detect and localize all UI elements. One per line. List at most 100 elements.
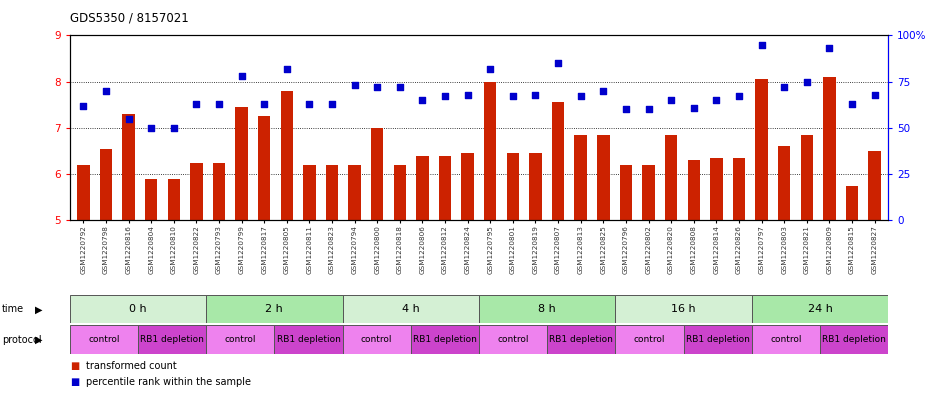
Bar xyxy=(479,295,616,323)
Text: 16 h: 16 h xyxy=(671,304,696,314)
Point xyxy=(76,103,91,109)
Point xyxy=(483,66,498,72)
Bar xyxy=(371,128,383,220)
Text: control: control xyxy=(498,335,529,344)
Point xyxy=(166,125,181,131)
Point xyxy=(664,97,679,103)
Text: control: control xyxy=(224,335,256,344)
Bar xyxy=(845,186,858,220)
Point xyxy=(641,106,656,112)
Text: 2 h: 2 h xyxy=(265,304,284,314)
Bar xyxy=(417,156,429,220)
Point xyxy=(777,84,791,90)
Bar xyxy=(551,103,565,220)
Point xyxy=(596,88,611,94)
Point xyxy=(822,45,837,51)
Bar xyxy=(547,325,616,354)
Point xyxy=(799,79,814,85)
Point xyxy=(505,93,520,99)
Point xyxy=(754,42,769,48)
Text: ■: ■ xyxy=(70,361,79,371)
Point xyxy=(279,66,294,72)
Text: control: control xyxy=(633,335,665,344)
Bar xyxy=(258,116,271,220)
Bar xyxy=(665,135,677,220)
Bar xyxy=(145,179,157,220)
Bar xyxy=(206,295,342,323)
Bar xyxy=(206,325,274,354)
Point xyxy=(415,97,430,103)
Text: control: control xyxy=(770,335,802,344)
Point xyxy=(618,106,633,112)
Bar xyxy=(711,158,723,220)
Bar xyxy=(349,165,361,220)
Point xyxy=(211,101,226,107)
Text: control: control xyxy=(88,335,120,344)
Bar xyxy=(479,325,547,354)
Point xyxy=(99,88,113,94)
Bar xyxy=(167,179,180,220)
Point xyxy=(460,92,475,98)
Point xyxy=(257,101,272,107)
Text: RB1 depletion: RB1 depletion xyxy=(140,335,204,344)
Bar xyxy=(281,91,293,220)
Bar xyxy=(138,325,206,354)
Bar xyxy=(507,153,519,220)
Bar xyxy=(619,165,632,220)
Text: RB1 depletion: RB1 depletion xyxy=(685,335,750,344)
Bar xyxy=(529,153,541,220)
Bar xyxy=(77,165,89,220)
Text: percentile rank within the sample: percentile rank within the sample xyxy=(86,377,251,387)
Bar xyxy=(461,153,474,220)
Text: 24 h: 24 h xyxy=(807,304,832,314)
Text: time: time xyxy=(2,304,24,314)
Text: ▶: ▶ xyxy=(35,334,43,345)
Bar xyxy=(597,135,609,220)
Bar xyxy=(869,151,881,220)
Bar xyxy=(616,295,751,323)
Point xyxy=(686,105,701,111)
Point xyxy=(732,93,747,99)
Text: RB1 depletion: RB1 depletion xyxy=(276,335,340,344)
Bar xyxy=(777,147,790,220)
Point xyxy=(573,93,588,99)
Bar xyxy=(575,135,587,220)
Point xyxy=(302,101,317,107)
Bar xyxy=(643,165,655,220)
Bar xyxy=(123,114,135,220)
Bar xyxy=(342,325,411,354)
Point xyxy=(709,97,724,103)
Point xyxy=(528,92,543,98)
Bar xyxy=(303,165,315,220)
Bar xyxy=(687,160,700,220)
Text: ■: ■ xyxy=(70,377,79,387)
Bar xyxy=(751,295,888,323)
Text: RB1 depletion: RB1 depletion xyxy=(413,335,477,344)
Bar xyxy=(274,325,342,354)
Bar xyxy=(70,295,206,323)
Text: 8 h: 8 h xyxy=(538,304,556,314)
Bar xyxy=(820,325,888,354)
Bar xyxy=(484,82,497,220)
Point xyxy=(234,73,249,79)
Bar xyxy=(684,325,751,354)
Point xyxy=(325,101,339,107)
Text: protocol: protocol xyxy=(2,334,42,345)
Bar xyxy=(733,158,745,220)
Bar xyxy=(342,295,479,323)
Bar xyxy=(616,325,684,354)
Bar xyxy=(100,149,113,220)
Text: control: control xyxy=(361,335,392,344)
Bar xyxy=(411,325,479,354)
Text: GDS5350 / 8157021: GDS5350 / 8157021 xyxy=(70,12,189,25)
Text: 0 h: 0 h xyxy=(129,304,147,314)
Bar xyxy=(393,165,406,220)
Point xyxy=(347,82,362,88)
Bar xyxy=(326,165,339,220)
Point xyxy=(844,101,859,107)
Bar xyxy=(823,77,835,220)
Bar xyxy=(70,325,138,354)
Point xyxy=(438,93,453,99)
Point xyxy=(551,60,565,66)
Bar xyxy=(235,107,247,220)
